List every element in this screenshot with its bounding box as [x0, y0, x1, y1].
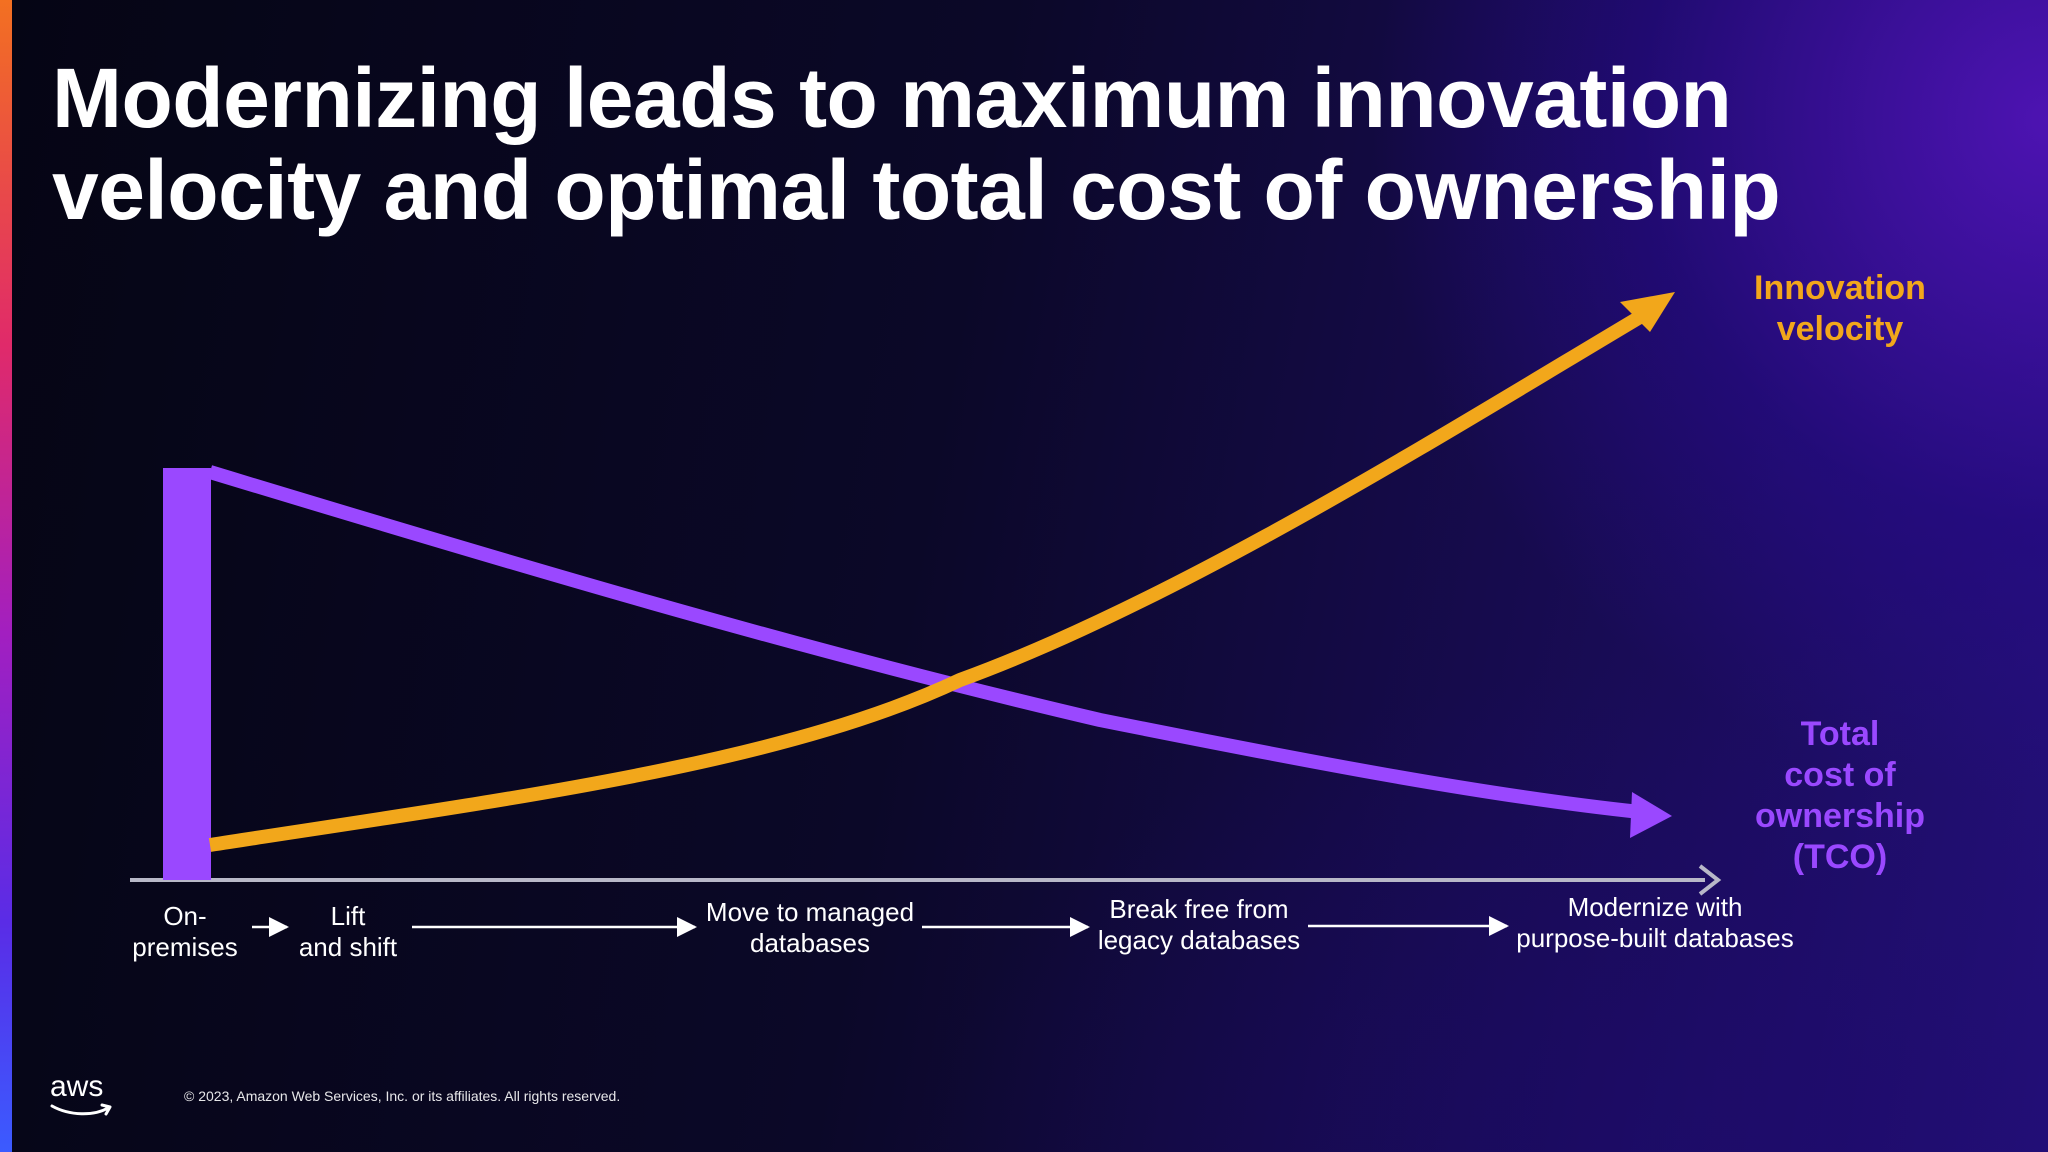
aws-logo-text: aws	[50, 1070, 104, 1103]
stage-on-premises-line-1: On-	[163, 901, 207, 931]
tco-label-line-2: cost of	[1784, 756, 1896, 794]
stage-lift-and-shift-line-1: Lift	[330, 901, 366, 931]
tco-label-line-3: ownership	[1754, 797, 1926, 835]
aws-logo: aws	[50, 1072, 120, 1120]
stage-move-to-managed: Move to managed databases	[700, 897, 920, 959]
tco-arrowhead	[1630, 792, 1672, 838]
slide-title-line-2: velocity and optimal total cost of owner…	[52, 143, 1781, 237]
stage-lift-and-shift: Lift and shift	[288, 901, 408, 963]
innovation-velocity-label: Innovation velocity	[1700, 268, 1980, 350]
left-accent-bar	[0, 0, 12, 1152]
tco-label-line-4: (TCO)	[1792, 838, 1888, 876]
innovation-velocity-label-line-2: velocity	[1776, 310, 1904, 348]
tco-trend-line	[207, 465, 1641, 819]
copyright-notice: © 2023, Amazon Web Services, Inc. or its…	[184, 1088, 621, 1104]
stage-lift-and-shift-line-2: and shift	[298, 932, 398, 962]
stage-move-to-managed-line-1: Move to managed	[705, 897, 915, 927]
stage-modernize-line-1: Modernize with	[1567, 892, 1743, 922]
stage-break-free: Break free from legacy databases	[1094, 894, 1304, 956]
stage-modernize: Modernize with purpose-built databases	[1510, 892, 1800, 954]
aws-smile-icon	[50, 1103, 112, 1116]
slide-title: Modernizing leads to maximum innovation …	[52, 52, 1852, 236]
tco-label-line-1: Total	[1800, 715, 1880, 753]
timeline-axis-arrowhead	[1698, 864, 1722, 896]
on-premises-cost-bar	[163, 468, 211, 880]
stage-break-free-line-1: Break free from	[1109, 894, 1289, 924]
slide-title-line-1: Modernizing leads to maximum innovation	[52, 51, 1732, 145]
tco-label: Total cost of ownership (TCO)	[1700, 714, 1980, 878]
innovation-velocity-arrowhead	[1620, 292, 1675, 332]
stage-break-free-line-2: legacy databases	[1097, 925, 1301, 955]
innovation-velocity-curve	[208, 307, 1649, 852]
stage-modernize-line-2: purpose-built databases	[1516, 923, 1794, 953]
stage-on-premises-line-2: premises	[132, 932, 238, 962]
stage-on-premises: On- premises	[122, 901, 248, 963]
innovation-velocity-label-line-1: Innovation	[1754, 269, 1926, 307]
stage-move-to-managed-line-2: databases	[750, 928, 870, 958]
